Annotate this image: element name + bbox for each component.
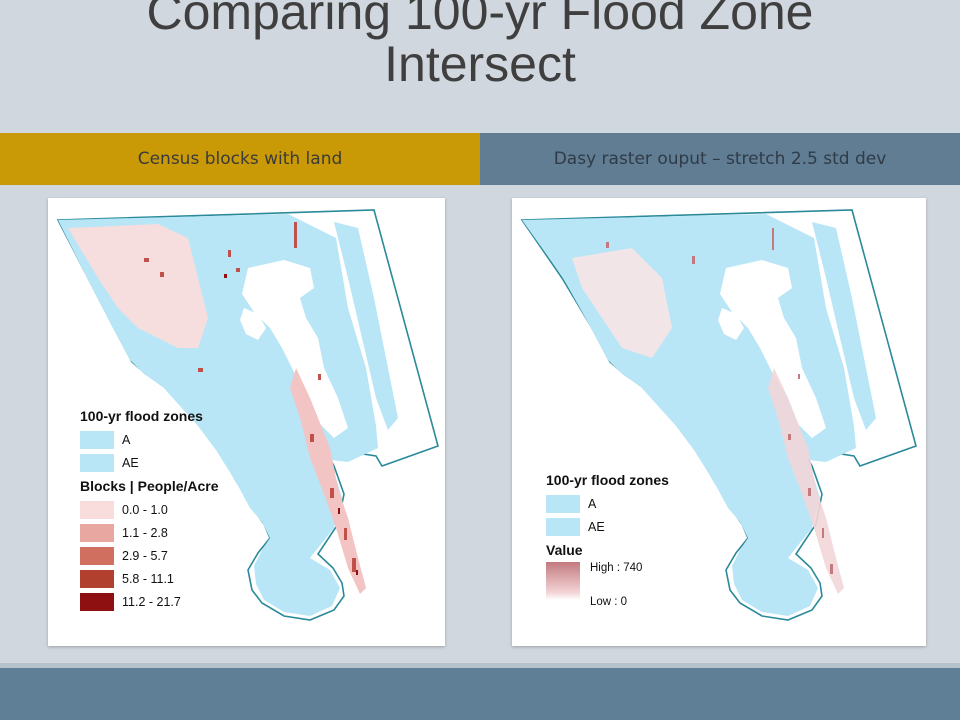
zone-a-label: A	[122, 432, 131, 447]
estuary-inlet	[240, 308, 266, 340]
estuary-water	[242, 260, 348, 438]
title-line-2: Intersect	[384, 36, 576, 92]
class-3-swatch	[80, 546, 114, 565]
class-2-label: 1.1 - 2.8	[122, 525, 168, 540]
raster-specks	[606, 228, 833, 574]
zone-ae-label: AE	[122, 455, 139, 470]
legend-item-class-1: 0.0 - 1.0	[80, 498, 219, 521]
footer-bar	[0, 668, 960, 720]
raster-low-area	[572, 248, 672, 358]
blocks-legend-title: Blocks | People/Acre	[80, 478, 219, 494]
legend-item-class-5: 11.2 - 21.7	[80, 590, 219, 613]
footer-divider	[0, 663, 960, 668]
legend-item-zone-a: A	[546, 492, 669, 515]
estuary-inlet	[718, 308, 744, 340]
density-specks-dark	[224, 274, 358, 575]
zone-ae-swatch	[546, 517, 580, 536]
left-column-heading: Census blocks with land	[0, 133, 480, 185]
density-class-1-area	[68, 224, 208, 348]
class-3-label: 2.9 - 5.7	[122, 548, 168, 563]
right-column-heading: Dasy raster ouput – stretch 2.5 std dev	[480, 133, 960, 185]
class-5-label: 11.2 - 21.7	[122, 594, 181, 609]
zone-ae-label: AE	[588, 519, 605, 534]
flood-legend-title: 100-yr flood zones	[546, 472, 669, 488]
class-5-swatch	[80, 592, 114, 611]
right-map-legend: 100-yr flood zones A AE Value High : 740…	[546, 472, 669, 608]
left-map	[56, 209, 439, 621]
value-high-label: High : 740	[590, 562, 643, 574]
raster-corridor	[768, 368, 844, 594]
flood-legend-title: 100-yr flood zones	[80, 408, 203, 424]
class-4-swatch	[80, 569, 114, 588]
value-color-ramp	[546, 562, 580, 600]
left-map-legend: 100-yr flood zones A AE Blocks | People/…	[80, 408, 219, 613]
value-ramp-legend: High : 740 Low : 0	[546, 562, 669, 608]
class-1-swatch	[80, 500, 114, 519]
right-map	[520, 209, 917, 621]
right-map-panel: 100-yr flood zones A AE Value High : 740…	[512, 198, 926, 646]
left-map-panel: 100-yr flood zones A AE Blocks | People/…	[48, 198, 445, 646]
value-legend-title: Value	[546, 542, 583, 558]
zone-ae-swatch	[80, 453, 114, 472]
legend-item-class-2: 1.1 - 2.8	[80, 521, 219, 544]
legend-item-class-3: 2.9 - 5.7	[80, 544, 219, 567]
barrier-island-flood	[812, 222, 876, 430]
zone-a-swatch	[546, 494, 580, 513]
zone-a-swatch	[80, 430, 114, 449]
class-2-swatch	[80, 523, 114, 542]
density-specks	[144, 222, 356, 572]
zone-a-label: A	[588, 496, 597, 511]
class-1-label: 0.0 - 1.0	[122, 502, 168, 517]
estuary-water	[720, 260, 826, 438]
slide-title: Comparing 100-yr Flood Zone Intersect	[0, 0, 960, 90]
legend-item-zone-ae: AE	[546, 515, 669, 538]
legend-item-zone-ae: AE	[80, 451, 219, 474]
barrier-island-flood	[334, 222, 398, 430]
value-low-label: Low : 0	[590, 596, 628, 608]
legend-item-class-4: 5.8 - 11.1	[80, 567, 219, 590]
legend-item-zone-a: A	[80, 428, 219, 451]
title-line-1: Comparing 100-yr Flood Zone	[146, 0, 814, 40]
class-4-label: 5.8 - 11.1	[122, 571, 174, 586]
